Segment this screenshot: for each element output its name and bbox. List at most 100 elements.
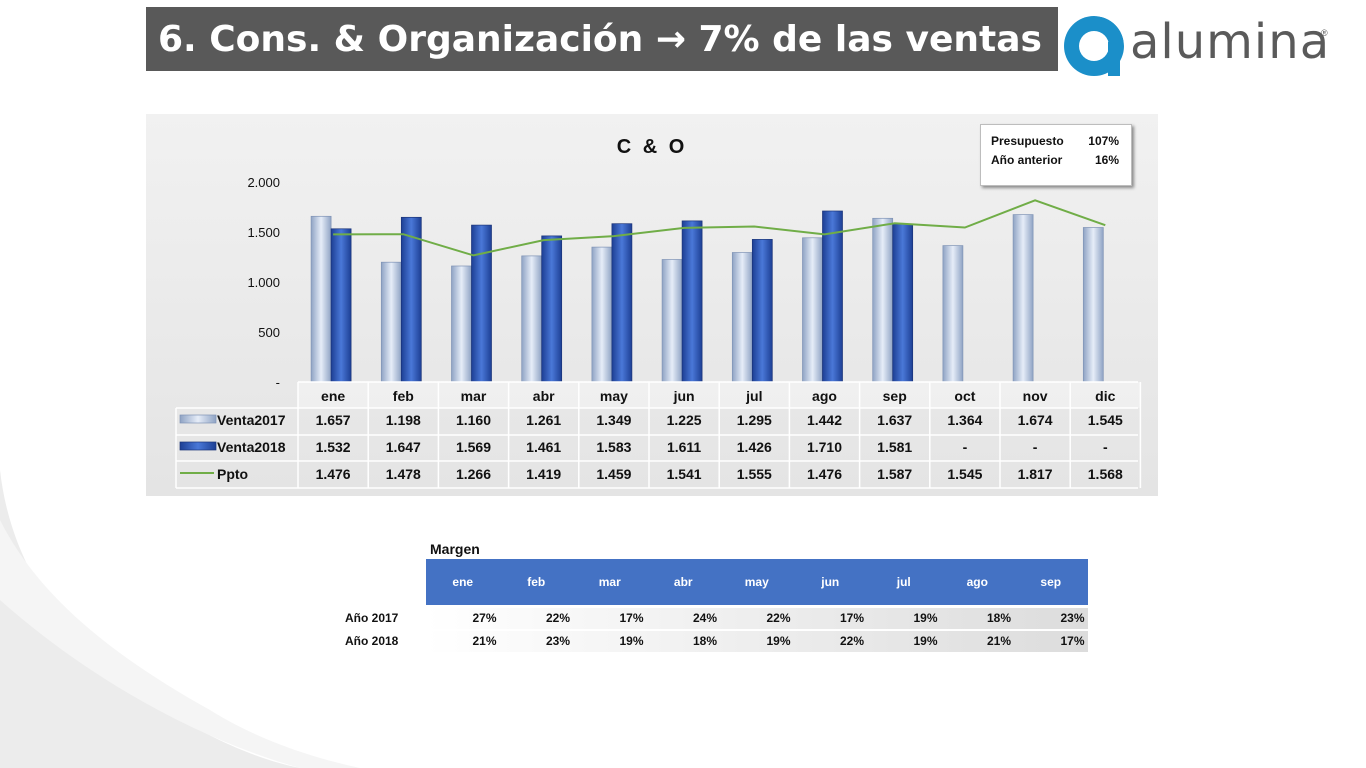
legend-key-venta2017 (179, 414, 217, 424)
data-label: 1.674 (1018, 412, 1053, 428)
data-label: 1.710 (807, 439, 842, 455)
margen-cell: 23% (1060, 611, 1085, 625)
bar-venta2018 (400, 216, 422, 383)
y-tick-label: 1.000 (247, 275, 280, 290)
data-label: 1.637 (877, 412, 912, 428)
presupuesto-label: Presupuesto (991, 134, 1064, 148)
anio-anterior-value: 16% (1094, 153, 1119, 167)
y-tick-label: 500 (258, 325, 280, 340)
bar-venta2017 (802, 237, 823, 383)
bar-venta2017 (591, 246, 613, 383)
margen-month-header: sep (1040, 575, 1062, 589)
bar-venta2017 (942, 245, 964, 383)
bar-venta2018 (822, 210, 843, 383)
legend-label-ppto: Ppto (217, 466, 248, 482)
chart-panel: C & O - 500 1.000 1.500 2.000 ene feb mar abr may j… (146, 114, 1158, 496)
data-label: 1.555 (737, 466, 772, 482)
legend-label-venta2018: Venta2018 (217, 439, 286, 455)
margen-cell: 27% (472, 611, 497, 625)
data-label: 1.349 (596, 412, 631, 428)
bar-venta2017 (872, 217, 894, 383)
bar-venta2017 (1012, 214, 1034, 383)
margen-row: 21% 23% 19% 18% 19% 22% 19% 21% 17% (426, 631, 1088, 652)
margen-header-row: ene feb mar abr may jun jul ago sep (426, 559, 1088, 605)
y-tick-label: 2.000 (247, 175, 280, 190)
data-label: 1.442 (807, 412, 842, 428)
x-tick-label: jul (745, 388, 762, 404)
summary-box: Presupuesto 107% Año anterior 16% (980, 124, 1132, 186)
bar-venta2017 (451, 265, 472, 383)
margen-cell: 22% (545, 611, 570, 625)
margen-month-header: may (744, 575, 769, 589)
chart-svg: C & O - 500 1.000 1.500 2.000 ene feb mar abr may j… (175, 136, 1142, 489)
bar-venta2017 (1082, 227, 1104, 383)
bar-venta2017 (310, 215, 332, 383)
data-label: 1.587 (877, 466, 912, 482)
margen-cell: 18% (692, 634, 717, 648)
data-label: 1.476 (316, 466, 351, 482)
x-tick-label: ene (321, 388, 345, 404)
data-label: - (1033, 439, 1038, 455)
data-label: 1.545 (1088, 412, 1123, 428)
x-tick-label: ago (812, 388, 837, 404)
x-tick-label: nov (1023, 388, 1048, 404)
margen-cell: 17% (1060, 634, 1085, 648)
data-label: 1.261 (526, 412, 561, 428)
data-label: 1.198 (386, 412, 421, 428)
margen-month-header: ago (966, 575, 988, 589)
x-tick-label: jun (673, 388, 695, 404)
data-label: 1.476 (807, 466, 842, 482)
margen-month-header: feb (527, 575, 546, 589)
margen-month-header: jul (896, 575, 911, 589)
bar-venta2018 (330, 228, 352, 383)
bar-venta2017 (661, 259, 683, 383)
margen-row-label: Año 2018 (345, 634, 399, 648)
data-label: 1.160 (456, 412, 491, 428)
margen-cell: 24% (692, 611, 717, 625)
data-label: 1.459 (596, 466, 631, 482)
data-label: 1.583 (596, 439, 631, 455)
data-label: 1.532 (316, 439, 351, 455)
margen-row: 27% 22% 17% 24% 22% 17% 19% 18% 23% (426, 608, 1088, 629)
anio-anterior-label: Año anterior (991, 153, 1063, 167)
bar-venta2018 (892, 223, 914, 383)
y-tick-label: - (276, 375, 280, 390)
data-label: 1.611 (667, 439, 701, 455)
data-label: 1.568 (1088, 466, 1123, 482)
bar-venta2018 (541, 235, 563, 383)
margen-month-header: ene (452, 575, 474, 589)
margen-month-header: abr (673, 575, 693, 589)
x-tick-label: may (600, 388, 628, 404)
margen-cell: 22% (839, 634, 864, 648)
chart-title: C & O (617, 136, 688, 158)
bar-venta2018 (751, 239, 773, 383)
line-ppto (333, 199, 1106, 257)
logo-text: alumina (1130, 14, 1331, 70)
data-label: 1.419 (526, 466, 561, 482)
data-label: 1.266 (456, 466, 491, 482)
margen-cell: 19% (913, 611, 938, 625)
data-label: 1.545 (947, 466, 982, 482)
bar-venta2018 (681, 220, 703, 383)
margen-title: Margen (430, 541, 480, 557)
bar-venta2017 (380, 261, 402, 383)
data-label: 1.541 (667, 466, 702, 482)
data-label: 1.581 (877, 439, 912, 455)
margen-cell: 23% (545, 634, 570, 648)
slide-title: 6. Cons. & Organización → 7% de las vent… (146, 7, 1058, 71)
y-tick-label: 1.500 (247, 225, 280, 240)
data-label: 1.364 (947, 412, 982, 428)
bar-venta2018 (471, 224, 492, 383)
bar-venta2018 (611, 223, 633, 383)
margen-cell: 21% (986, 634, 1011, 648)
bar-venta2017 (521, 255, 543, 383)
margen-cell: 17% (839, 611, 864, 625)
data-label: 1.657 (316, 412, 351, 428)
data-label: 1.647 (386, 439, 421, 455)
data-label: 1.426 (737, 439, 772, 455)
margen-cell: 18% (986, 611, 1011, 625)
data-label: 1.295 (737, 412, 772, 428)
data-label: 1.569 (456, 439, 491, 455)
margen-cell: 19% (766, 634, 791, 648)
